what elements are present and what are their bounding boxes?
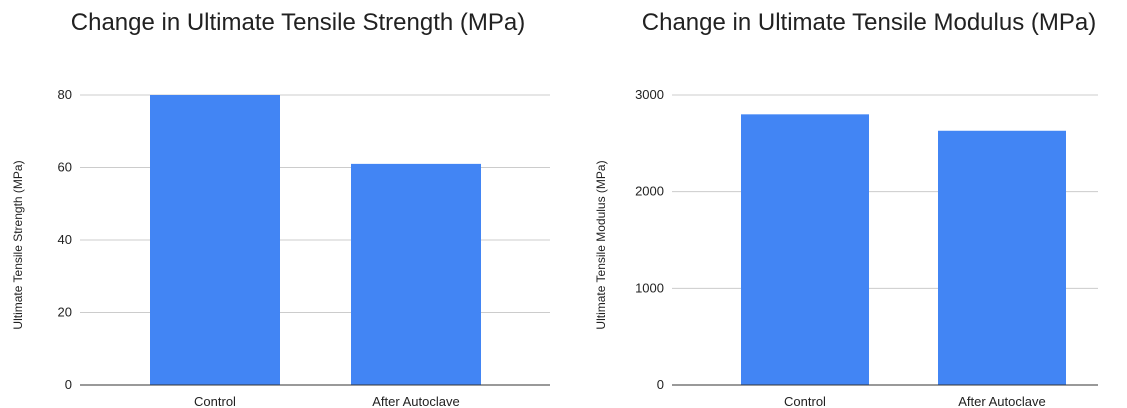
y-tick-labels: 0 20 40 60 80 bbox=[58, 87, 72, 392]
y-tick-label: 0 bbox=[65, 377, 72, 392]
chart-tensile-modulus: Change in Ultimate Tensile Modulus (MPa)… bbox=[594, 9, 1098, 408]
x-tick-labels: Control After Autoclave bbox=[194, 394, 460, 408]
chart-tensile-strength: Change in Ultimate Tensile Strength (MPa… bbox=[11, 9, 550, 408]
bar bbox=[938, 130, 1066, 385]
bars bbox=[741, 114, 1066, 385]
y-tick-label: 2000 bbox=[635, 184, 664, 199]
y-tick-label: 40 bbox=[58, 232, 72, 247]
bars bbox=[150, 95, 481, 385]
y-tick-label: 60 bbox=[58, 160, 72, 175]
chart-title: Change in Ultimate Tensile Strength (MPa… bbox=[71, 9, 525, 36]
y-tick-label: 0 bbox=[657, 377, 664, 392]
y-tick-labels: 0 1000 2000 3000 bbox=[635, 87, 664, 392]
y-axis-label: Ultimate Tensile Modulus (MPa) bbox=[594, 160, 608, 329]
x-tick-label: After Autoclave bbox=[958, 394, 1045, 408]
y-tick-label: 1000 bbox=[635, 280, 664, 295]
x-tick-label: After Autoclave bbox=[372, 394, 459, 408]
y-axis-label: Ultimate Tensile Strength (MPa) bbox=[11, 160, 25, 329]
chart-title: Change in Ultimate Tensile Modulus (MPa) bbox=[642, 9, 1096, 36]
x-tick-labels: Control After Autoclave bbox=[784, 394, 1046, 408]
y-tick-label: 80 bbox=[58, 87, 72, 102]
bar bbox=[741, 114, 869, 385]
y-tick-label: 3000 bbox=[635, 87, 664, 102]
y-tick-label: 20 bbox=[58, 305, 72, 320]
x-tick-label: Control bbox=[784, 394, 826, 408]
x-tick-label: Control bbox=[194, 394, 236, 408]
bar bbox=[150, 95, 280, 385]
bar bbox=[351, 163, 481, 385]
